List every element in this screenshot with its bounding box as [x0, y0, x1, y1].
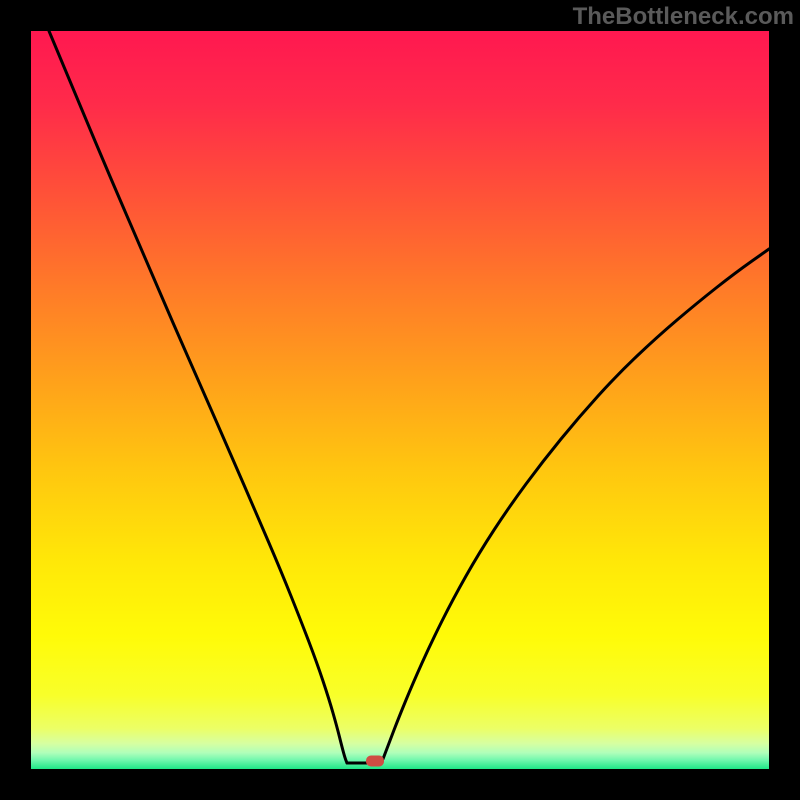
optimum-marker: [366, 756, 384, 767]
watermark-text: TheBottleneck.com: [573, 3, 794, 31]
curve-layer: [31, 31, 769, 769]
bottleneck-curve-left: [49, 31, 347, 763]
chart-frame: TheBottleneck.com: [0, 0, 800, 800]
plot-area: [31, 31, 769, 769]
bottleneck-curve-right: [383, 249, 769, 759]
